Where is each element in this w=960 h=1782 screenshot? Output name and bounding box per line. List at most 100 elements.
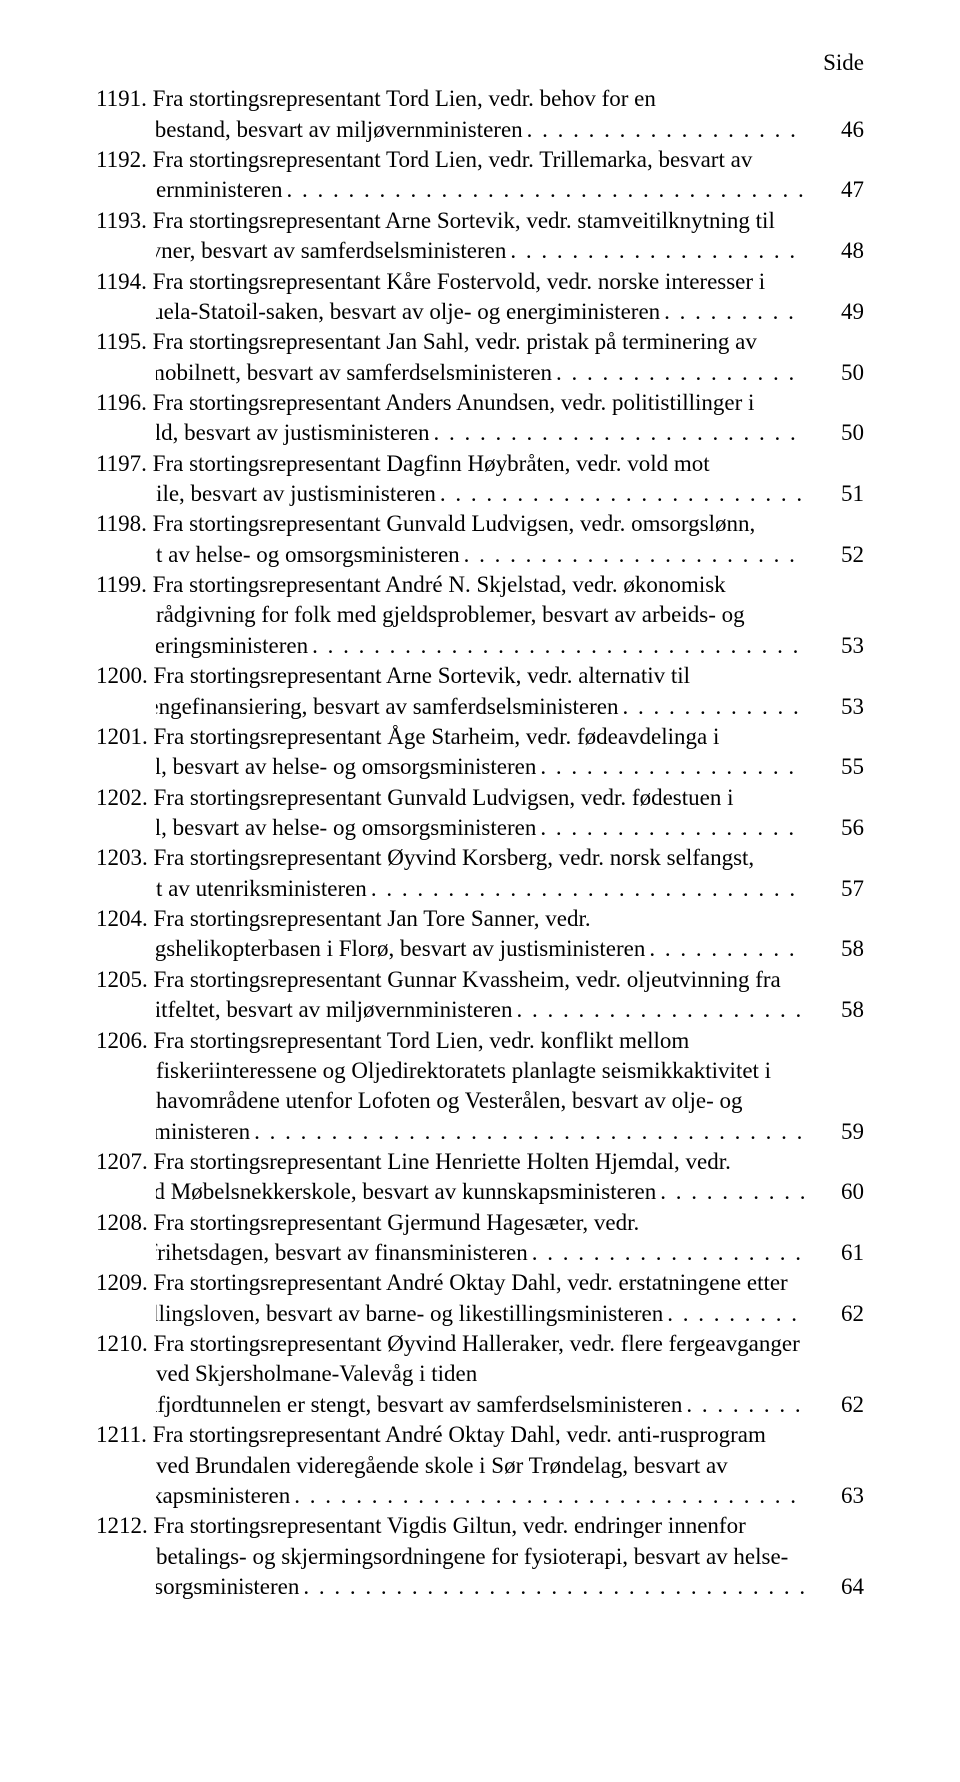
toc-entry-last-text: og omsorgsministeren [156,1572,299,1602]
toc-entry-last-text: tale i mobilnett, besvart av samferdsels… [156,358,552,388]
toc-entry-body: 1194. Fra stortingsrepresentant Kåre Fos… [96,267,804,328]
toc-entry-page-number: 55 [814,752,864,782]
toc-entry-last-line: Lærdal, besvart av helse- og omsorgsmini… [156,813,804,843]
toc-entry-pretext: 1209. Fra stortingsrepresentant André Ok… [96,1270,788,1295]
toc-entry-body: 1201. Fra stortingsrepresentant Åge Star… [96,722,804,783]
toc-entry-page-number: 62 [814,1390,864,1420]
toc-entry-last-text: lufthavner, besvart av samferdselsminist… [156,236,506,266]
toc-leader-dots: . . . . . . . . . . . . . . . . . . . . … [618,692,804,722]
toc-entry-text: Fra stortingsrepresentant Jan Tore Sanne… [154,906,591,931]
toc-entry-number: 1212. [96,1513,154,1538]
toc-entry-last-text: Vestfold, besvart av justisministeren [156,418,429,448]
toc-entry-number: 1195. [96,329,153,354]
toc-entry: 1193. Fra stortingsrepresentant Arne Sor… [96,206,864,267]
toc-entry-last-text: Snøhvitfeltet, besvart av miljøvernminis… [156,995,512,1025]
toc-entry-page-number: 64 [814,1572,864,1602]
toc-leader-dots: . . . . . . . . . . . . . . . . . . . . … [367,874,804,904]
toc-entry-page-number: 46 [814,115,864,145]
toc-entry-page-number: 61 [814,1238,864,1268]
toc-entry-number: 1207. [96,1149,154,1174]
toc-entry-pretext: 1210. Fra stortingsrepresentant Øyvind H… [96,1331,800,1386]
toc-entry-last-line: besvart av utenriksministeren. . . . . .… [156,874,804,904]
toc-entry-last-text: redningshelikopterbasen i Florø, besvart… [156,934,645,964]
toc-entry-number: 1193. [96,208,153,233]
toc-entry-text: Fra stortingsrepresentant Tord Lien, ved… [153,86,656,111]
toc-entry-body: 1204. Fra stortingsrepresentant Jan Tore… [96,904,804,965]
toc-entry-last-line: lufthavner, besvart av samferdselsminist… [156,236,804,266]
toc-leader-dots: . . . . . . . . . . . . . . . . . . . . … [536,813,804,843]
toc-entry-last-text: Østfold Møbelsnekkerskole, besvart av ku… [156,1177,656,1207]
toc-entry-pretext: 1191. Fra stortingsrepresentant Tord Lie… [96,86,656,111]
toc-entry-text: Fra stortingsrepresentant Øyvind Hallera… [154,1331,800,1386]
toc-entry-body: 1195. Fra stortingsrepresentant Jan Sahl… [96,327,804,388]
toc-entry-pretext: 1199. Fra stortingsrepresentant André N.… [96,572,745,627]
toc-entry-number: 1210. [96,1331,154,1356]
toc-entry-last-text: homofile, besvart av justisministeren [156,479,436,509]
toc-entry-last-text: likestillingsloven, besvart av barne- og… [156,1299,663,1329]
toc-entry-last-line: bjørnebestand, besvart av miljøvernminis… [156,115,804,145]
toc-entry: 1206. Fra stortingsrepresentant Tord Lie… [96,1026,864,1147]
toc-entry-last-line: miljøvernministeren. . . . . . . . . . .… [156,175,804,205]
toc-entry: 1209. Fra stortingsrepresentant André Ok… [96,1268,864,1329]
toc-leader-dots: . . . . . . . . . . . . . . . . . . . . … [536,752,804,782]
toc-entry-body: 1198. Fra stortingsrepresentant Gunvald … [96,509,804,570]
toc-entry-pretext: 1207. Fra stortingsrepresentant Line Hen… [96,1149,731,1174]
toc-entry-pretext: 1192. Fra stortingsrepresentant Tord Lie… [96,147,752,172]
toc-entry: 1212. Fra stortingsrepresentant Vigdis G… [96,1511,864,1602]
toc-entry-pretext: 1202. Fra stortingsrepresentant Gunvald … [96,785,734,810]
toc-entry-pretext: 1195. Fra stortingsrepresentant Jan Sahl… [96,329,757,354]
toc-entry-text: Fra stortingsrepresentant Line Henriette… [154,1149,731,1174]
toc-entry-pretext: 1196. Fra stortingsrepresentant Anders A… [96,390,754,415]
toc-entry-pretext: 1211. Fra stortingsrepresentant André Ok… [96,1422,766,1477]
toc-entry-number: 1198. [96,511,153,536]
toc-entry-body: 1205. Fra stortingsrepresentant Gunnar K… [96,965,804,1026]
toc-entry-last-line: redningshelikopterbasen i Florø, besvart… [156,934,804,964]
toc-entry-pretext: 1204. Fra stortingsrepresentant Jan Tore… [96,906,591,931]
toc-leader-dots: . . . . . . . . . . . . . . . . . . . . … [299,1572,804,1602]
toc-entry-last-text: kunnskapsministeren [156,1481,290,1511]
toc-entry-last-line: Snøhvitfeltet, besvart av miljøvernminis… [156,995,804,1025]
toc-entry: 1211. Fra stortingsrepresentant André Ok… [96,1420,864,1511]
toc-entry: 1192. Fra stortingsrepresentant Tord Lie… [96,145,864,206]
toc-entry-number: 1205. [96,967,154,992]
toc-entry-last-text: Venezuela-Statoil-saken, besvart av olje… [156,297,660,327]
toc-entry-page-number: 60 [814,1177,864,1207]
toc-entry-text: Fra stortingsrepresentant Anders Anundse… [153,390,755,415]
toc-entry-body: 1202. Fra stortingsrepresentant Gunvald … [96,783,804,844]
toc-entry-body: 1203. Fra stortingsrepresentant Øyvind K… [96,843,804,904]
toc-entry-text: Fra stortingsrepresentant Tord Lien, ved… [153,147,753,172]
toc-entry: 1200. Fra stortingsrepresentant Arne Sor… [96,661,864,722]
toc-entry-page-number: 56 [814,813,864,843]
toc-entry-text: Fra stortingsrepresentant Dagfinn Høybrå… [153,451,710,476]
toc-entry-last-line: bompengefinansiering, besvart av samferd… [156,692,804,722]
toc-entry-page-number: 63 [814,1481,864,1511]
toc-entry-body: 1208. Fra stortingsrepresentant Gjermund… [96,1208,804,1269]
toc-entry: 1202. Fra stortingsrepresentant Gunvald … [96,783,864,844]
toc-leader-dots: . . . . . . . . . . . . . . . . . . . . … [523,115,804,145]
toc-entry-number: 1209. [96,1270,154,1295]
toc-entry-pretext: 1193. Fra stortingsrepresentant Arne Sor… [96,208,775,233]
toc-entry: 1205. Fra stortingsrepresentant Gunnar K… [96,965,864,1026]
toc-entry-number: 1191. [96,86,153,111]
toc-entry-text: Fra stortingsrepresentant Jan Sahl, vedr… [153,329,757,354]
toc-entry-pretext: 1200. Fra stortingsrepresentant Arne Sor… [96,663,690,688]
toc-entry-page-number: 57 [814,874,864,904]
toc-entry-last-line: likestillingsloven, besvart av barne- og… [156,1299,804,1329]
toc-entry-last-line: og omsorgsministeren. . . . . . . . . . … [156,1572,804,1602]
toc-entry-body: 1197. Fra stortingsrepresentant Dagfinn … [96,449,804,510]
toc-entry-body: 1191. Fra stortingsrepresentant Tord Lie… [96,84,804,145]
toc-entry-last-text: energiministeren [156,1117,250,1147]
toc-entry-number: 1200. [96,663,154,688]
toc-leader-dots: . . . . . . . . . . . . . . . . . . . . … [663,1299,804,1329]
toc-entry-page-number: 50 [814,418,864,448]
toc-entry-last-line: kunnskapsministeren. . . . . . . . . . .… [156,1481,804,1511]
toc-entry-text: Fra stortingsrepresentant Arne Sortevik,… [154,663,691,688]
toc-entry-number: 1202. [96,785,154,810]
toc-entry: 1201. Fra stortingsrepresentant Åge Star… [96,722,864,783]
document-page: Side 1191. Fra stortingsrepresentant Tor… [0,0,960,1666]
toc-entry-page-number: 58 [814,995,864,1025]
toc-entry-text: Fra stortingsrepresentant Kåre Fostervol… [153,269,766,294]
toc-entry-number: 1203. [96,845,154,870]
toc-entry-last-line: inkluderingsministeren. . . . . . . . . … [156,631,804,661]
toc-entry: 1194. Fra stortingsrepresentant Kåre Fos… [96,267,864,328]
